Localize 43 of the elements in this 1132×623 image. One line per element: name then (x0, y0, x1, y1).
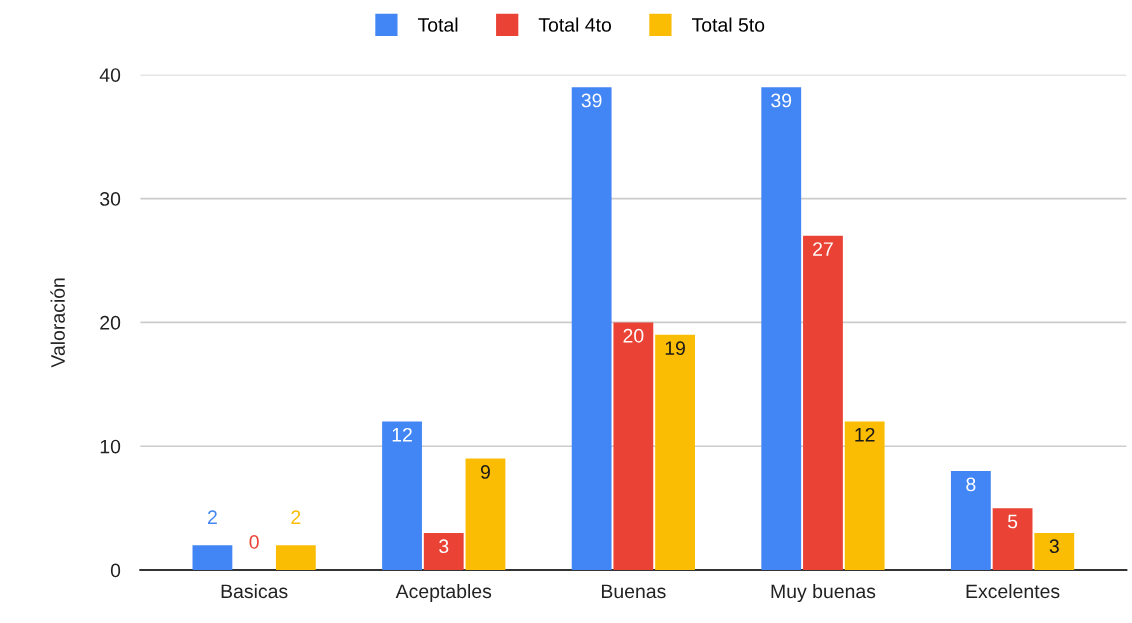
y-tick-label: 30 (100, 192, 121, 206)
y-tick-label: 10 (100, 439, 121, 454)
legend-label: Total (417, 17, 458, 32)
bar (844, 421, 885, 571)
bar (655, 334, 695, 571)
data-label: 12 (392, 427, 412, 442)
data-label: 27 (813, 242, 833, 256)
bar (275, 545, 316, 571)
data-label: 8 (966, 477, 976, 492)
data-label: 0 (249, 535, 259, 549)
x-tick-label: Muy buenas (771, 583, 876, 603)
data-label: 2 (291, 510, 301, 524)
legend-label: Total 4to (538, 17, 611, 32)
y-tick-label: 40 (99, 68, 121, 82)
bar (571, 87, 612, 571)
y-tick-label: 20 (100, 315, 121, 330)
data-label: 9 (480, 465, 490, 479)
bar (1034, 532, 1075, 571)
x-tick-label: Basicas (221, 583, 288, 599)
y-tick-label: 0 (110, 563, 121, 578)
legend-label: Total 5to (691, 17, 765, 32)
bar (423, 532, 464, 571)
bar (950, 470, 991, 571)
data-label: 39 (771, 93, 792, 108)
bar (803, 235, 843, 571)
bar (465, 458, 506, 571)
data-label: 3 (1049, 539, 1059, 554)
bar (192, 545, 233, 571)
data-label: 20 (623, 328, 644, 343)
x-tick-label: Excelentes (966, 583, 1060, 599)
bar (613, 322, 654, 571)
data-label: 3 (439, 539, 449, 554)
data-label: 19 (665, 341, 685, 356)
bar (992, 508, 1033, 571)
bar (761, 87, 802, 571)
data-label: 12 (855, 427, 875, 442)
y-axis-title: Valoración (50, 278, 65, 368)
data-label: 5 (1007, 514, 1018, 529)
data-label: 39 (581, 93, 602, 108)
x-tick-label: Buenas (601, 584, 666, 599)
x-tick-label: Aceptables (395, 583, 492, 603)
bar (382, 421, 422, 571)
data-label: 2 (207, 510, 217, 524)
